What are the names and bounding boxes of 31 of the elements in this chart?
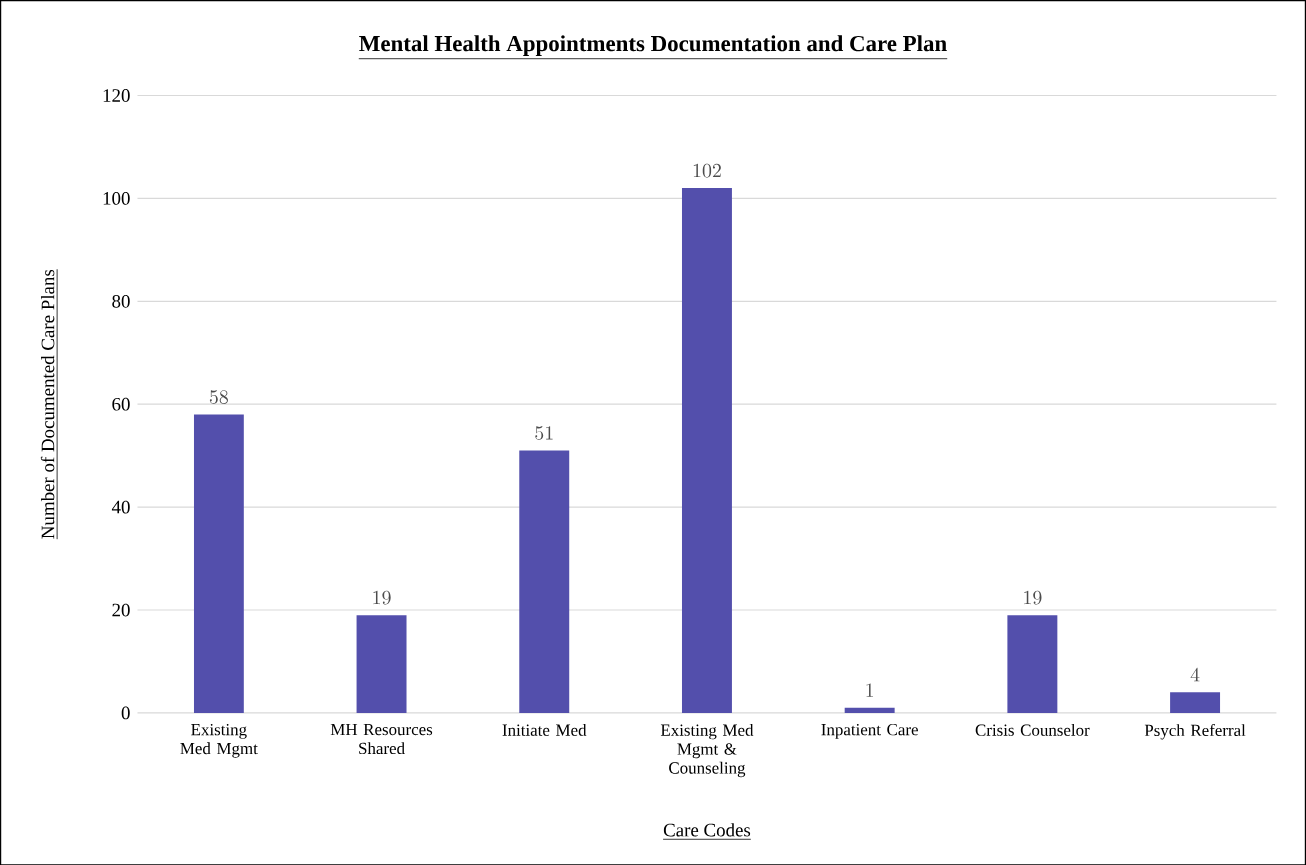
bar bbox=[1170, 692, 1221, 713]
data-label: 102 bbox=[693, 163, 721, 178]
bar bbox=[356, 614, 407, 713]
x-tick-label: Initiate Med bbox=[502, 723, 587, 736]
data-label: 1 bbox=[866, 683, 874, 697]
x-tick-label: Existing Med Mgmt bbox=[180, 723, 258, 758]
x-tick-label: Inpatient Care bbox=[821, 723, 918, 739]
y-tick-label: 120 bbox=[103, 88, 130, 102]
data-label: 4 bbox=[1190, 667, 1200, 682]
data-label: 19 bbox=[1024, 590, 1042, 605]
y-tick-label: 40 bbox=[111, 500, 130, 514]
x-tick-label: MH Resources Shared bbox=[330, 723, 433, 754]
y-tick-label: 0 bbox=[121, 706, 130, 720]
bar bbox=[519, 450, 570, 713]
data-label: 19 bbox=[373, 590, 391, 605]
y-axis-title: Number of Documented Care Plans bbox=[40, 269, 55, 539]
x-tick-label: Existing Med Mgmt & Counseling bbox=[660, 723, 754, 777]
x-tick-label: Crisis Counselor bbox=[975, 723, 1090, 736]
y-tick-label: 80 bbox=[112, 294, 130, 308]
x-tick-label: Psych Referral bbox=[1144, 723, 1246, 740]
bar bbox=[193, 414, 244, 713]
x-axis-title: Care Codes bbox=[663, 823, 751, 837]
y-tick-label: 100 bbox=[103, 191, 130, 205]
data-label: 58 bbox=[209, 390, 228, 404]
bar bbox=[1007, 614, 1058, 713]
data-label: 51 bbox=[535, 426, 553, 440]
y-tick-label: 60 bbox=[112, 397, 130, 411]
chart-title: Mental Health Appointments Documentation and Care Plan bbox=[359, 34, 947, 56]
bar bbox=[681, 187, 732, 713]
y-tick-label: 20 bbox=[112, 603, 130, 617]
bar bbox=[844, 707, 895, 713]
